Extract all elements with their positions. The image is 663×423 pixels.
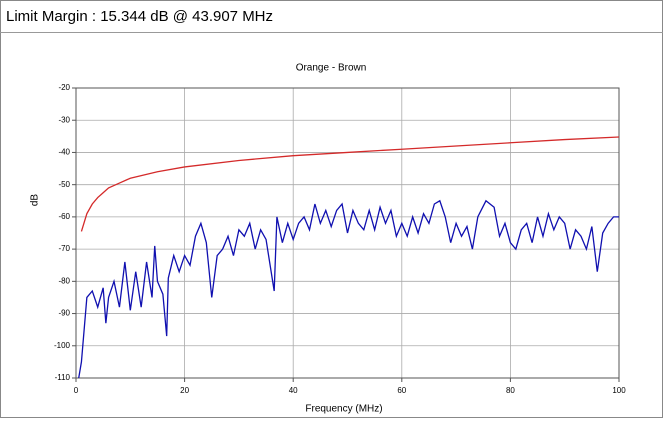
x-tick-label: 40 bbox=[289, 386, 298, 395]
series-line bbox=[78, 199, 619, 379]
y-tick-label: -60 bbox=[58, 212, 70, 221]
y-tick-label: -80 bbox=[58, 276, 70, 285]
y-tick-label: -20 bbox=[58, 83, 70, 92]
chart-title: Orange - Brown bbox=[296, 63, 367, 74]
series-line bbox=[80, 136, 620, 232]
x-tick-label: 100 bbox=[612, 386, 626, 395]
plot-border bbox=[75, 87, 620, 379]
y-axis-label: dB bbox=[30, 194, 41, 207]
y-tick-label: -70 bbox=[58, 244, 70, 253]
x-axis-label: Frequency (MHz) bbox=[305, 404, 382, 415]
x-tick-label: 20 bbox=[180, 386, 189, 395]
y-tick-label: -50 bbox=[58, 180, 70, 189]
x-tick-label: 80 bbox=[506, 386, 515, 395]
header: Limit Margin : 15.344 dB @ 43.907 MHz bbox=[6, 8, 273, 25]
y-tick-label: -100 bbox=[54, 341, 71, 350]
y-tick-label: -30 bbox=[58, 115, 70, 124]
x-tick-label: 0 bbox=[74, 386, 79, 395]
y-tick-label: -40 bbox=[58, 148, 70, 157]
y-tick-label: -110 bbox=[55, 373, 71, 382]
y-tick-label: -90 bbox=[58, 309, 70, 318]
x-tick-label: 60 bbox=[397, 386, 406, 395]
